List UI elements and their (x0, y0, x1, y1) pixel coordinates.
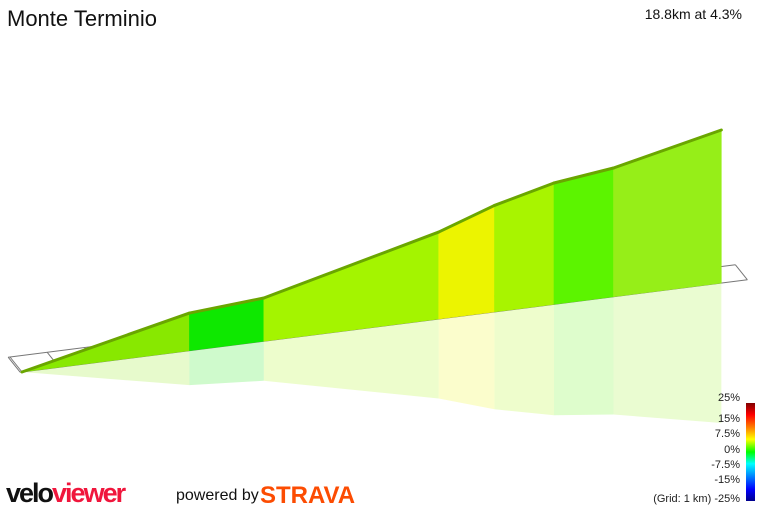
legend-label: 25% (717, 392, 740, 404)
gradient-color-scale (746, 403, 755, 501)
legend-label: 0% (724, 444, 740, 456)
grid-line (9, 356, 23, 373)
profile-ridge (437, 203, 496, 234)
legend-label: (Grid: 1 km) -25% (653, 493, 740, 505)
profile-ridge (552, 166, 615, 185)
profile-ridge (262, 230, 441, 300)
gradient-segment (438, 205, 495, 320)
grid-line (7, 356, 21, 373)
gradient-segment (613, 129, 722, 298)
profile-ridge (611, 128, 723, 170)
legend-label: -7.5% (711, 459, 740, 471)
segment-reflection (553, 296, 614, 416)
segment-reflection (438, 311, 495, 410)
profile-ridge (187, 296, 266, 315)
legend-label: 7.5% (714, 428, 740, 440)
grid-line (735, 264, 748, 281)
strava-logo[interactable]: STRAVA (260, 482, 356, 508)
profile-ridge (20, 311, 191, 374)
climb-title: Monte Terminio (7, 6, 157, 31)
profile-ridge (492, 181, 556, 207)
veloviewer-logo[interactable]: veloviewer (6, 478, 126, 508)
powered-by-text: powered by (176, 487, 259, 504)
segment-reflection (613, 283, 722, 423)
segment-reflection (494, 304, 554, 416)
segment-reflection (263, 319, 439, 399)
gradient-segment (553, 167, 614, 305)
segment-reflection (189, 341, 264, 386)
segment-reflection (22, 350, 190, 386)
climb-summary: 18.8km at 4.3% (644, 6, 742, 22)
legend-label: 15% (717, 413, 740, 425)
legend-label: -15% (714, 474, 740, 486)
